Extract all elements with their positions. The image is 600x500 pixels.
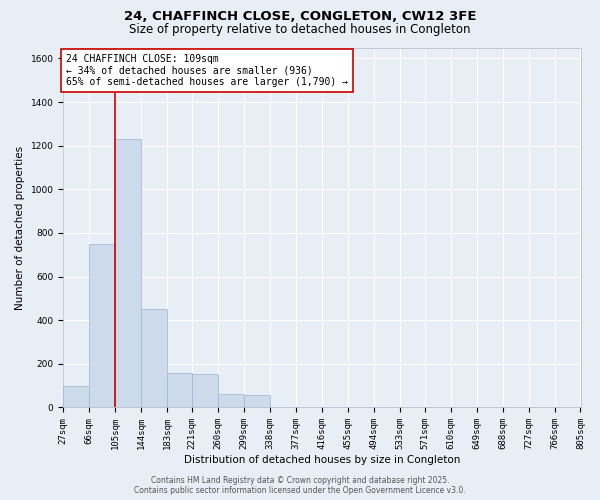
- Y-axis label: Number of detached properties: Number of detached properties: [15, 146, 25, 310]
- Bar: [115, 139, 141, 407]
- X-axis label: Distribution of detached houses by size in Congleton: Distribution of detached houses by size …: [184, 455, 460, 465]
- Bar: [192, 374, 218, 408]
- Bar: [244, 396, 270, 407]
- Text: Size of property relative to detached houses in Congleton: Size of property relative to detached ho…: [129, 22, 471, 36]
- Text: Contains HM Land Registry data © Crown copyright and database right 2025.
Contai: Contains HM Land Registry data © Crown c…: [134, 476, 466, 495]
- Bar: [167, 372, 192, 408]
- Bar: [63, 386, 89, 407]
- Bar: [89, 244, 115, 408]
- Bar: [218, 394, 244, 407]
- Text: 24 CHAFFINCH CLOSE: 109sqm
← 34% of detached houses are smaller (936)
65% of sem: 24 CHAFFINCH CLOSE: 109sqm ← 34% of deta…: [66, 54, 348, 87]
- Text: 24, CHAFFINCH CLOSE, CONGLETON, CW12 3FE: 24, CHAFFINCH CLOSE, CONGLETON, CW12 3FE: [124, 10, 476, 23]
- Bar: [141, 310, 167, 408]
